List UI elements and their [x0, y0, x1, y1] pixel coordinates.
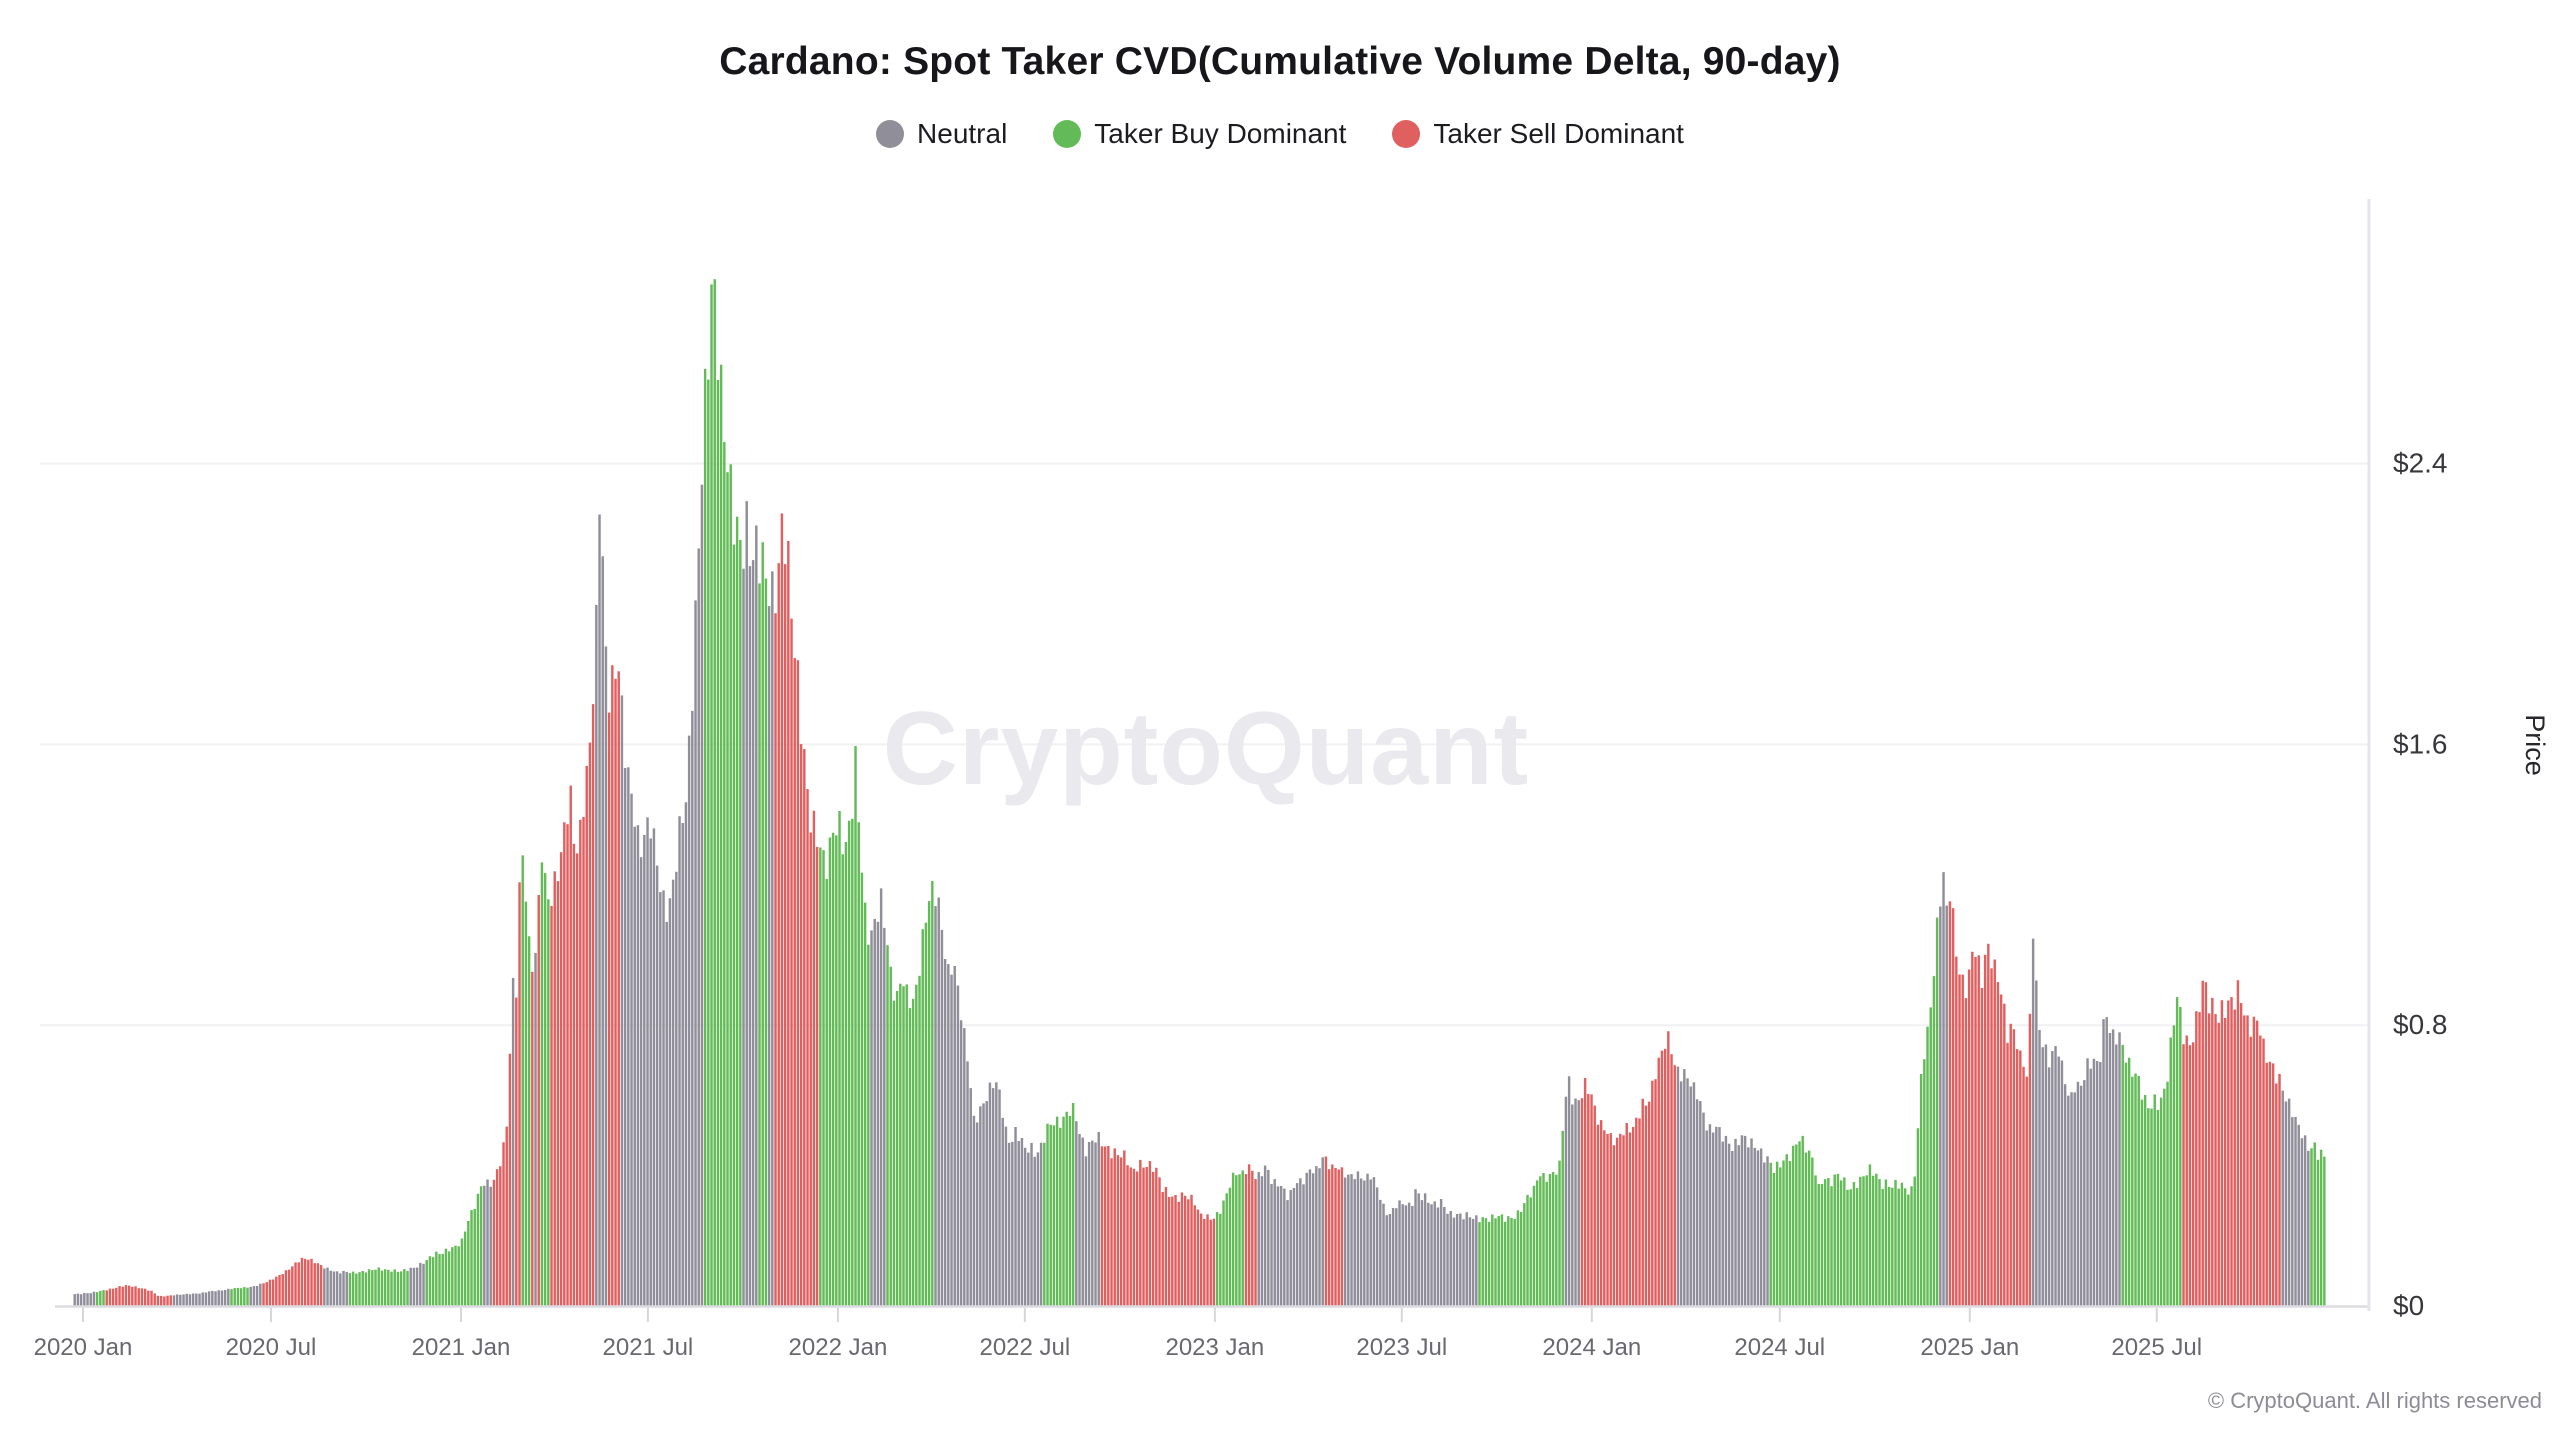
legend-label: Taker Buy Dominant — [1094, 118, 1347, 149]
legend-item-taker-sell-dominant[interactable]: Taker Sell Dominant — [1392, 118, 1684, 150]
svg-text:$2.4: $2.4 — [2393, 448, 2448, 479]
svg-text:2023 Jul: 2023 Jul — [1356, 1334, 1447, 1361]
legend-item-taker-buy-dominant[interactable]: Taker Buy Dominant — [1053, 118, 1346, 150]
svg-text:2020 Jan: 2020 Jan — [34, 1334, 133, 1361]
svg-text:$0: $0 — [2393, 1290, 2424, 1321]
svg-text:2023 Jan: 2023 Jan — [1165, 1334, 1264, 1361]
svg-text:$0.8: $0.8 — [2393, 1009, 2448, 1040]
svg-text:2024 Jan: 2024 Jan — [1542, 1334, 1641, 1361]
svg-text:2021 Jul: 2021 Jul — [603, 1334, 694, 1361]
legend-dot-taker-sell-dominant — [1392, 120, 1421, 148]
legend-label: Neutral — [917, 118, 1008, 149]
svg-text:2022 Jul: 2022 Jul — [979, 1334, 1070, 1361]
svg-text:2022 Jan: 2022 Jan — [789, 1334, 888, 1361]
chart-legend: Neutral Taker Buy Dominant Taker Sell Domi… — [0, 118, 2560, 150]
chart-title: Cardano: Spot Taker CVD(Cumulative Volum… — [719, 40, 1841, 83]
svg-text:2021 Jan: 2021 Jan — [412, 1334, 511, 1361]
svg-text:2025 Jul: 2025 Jul — [2111, 1334, 2202, 1361]
legend-dot-neutral — [876, 120, 905, 148]
legend-label: Taker Sell Dominant — [1433, 118, 1684, 149]
copyright-notice: © CryptoQuant. All rights reserved — [2207, 1388, 2542, 1413]
svg-text:Price: Price — [2520, 714, 2550, 776]
svg-text:2024 Jul: 2024 Jul — [1734, 1334, 1825, 1361]
svg-text:2020 Jul: 2020 Jul — [226, 1334, 317, 1361]
svg-text:$1.6: $1.6 — [2393, 728, 2448, 759]
legend-item-neutral[interactable]: Neutral — [876, 118, 1007, 150]
legend-dot-taker-buy-dominant — [1053, 120, 1082, 148]
svg-text:2025 Jan: 2025 Jan — [1920, 1334, 2019, 1361]
